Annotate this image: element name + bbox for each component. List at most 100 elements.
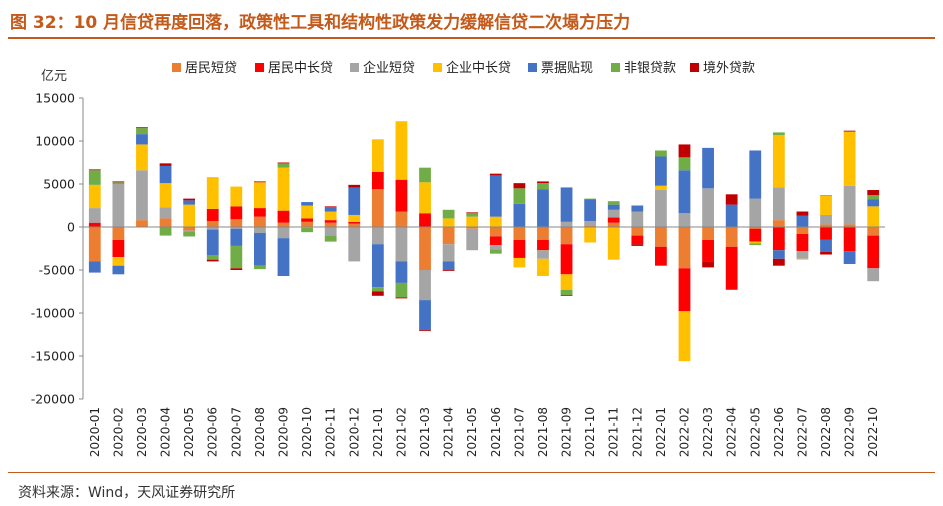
- bar-segment: [655, 227, 667, 247]
- bar-segment: [206, 177, 219, 209]
- bar-segment: [348, 221, 361, 224]
- bar-segment: [584, 227, 597, 243]
- bar-segment: [301, 221, 313, 227]
- bar-segment: [489, 245, 502, 250]
- bar-segment: [206, 229, 219, 256]
- bar-segment: [206, 259, 219, 262]
- bar-segment: [348, 227, 361, 262]
- bar-segment: [749, 243, 762, 246]
- bar-segment: [230, 268, 243, 270]
- legend-label: 票据贴现: [541, 61, 593, 76]
- bar-segment: [277, 227, 290, 239]
- bar-segment: [655, 190, 667, 227]
- bar-segment: [466, 212, 479, 214]
- bar-segment: [466, 227, 479, 229]
- bar-segment: [254, 182, 266, 209]
- bar-segment: [489, 173, 502, 176]
- bar-segment: [419, 167, 431, 183]
- bar-segment: [230, 245, 243, 269]
- bar-segment: [772, 132, 785, 135]
- x-tick-label: 2022-01: [654, 407, 668, 457]
- bar-segment: [489, 175, 502, 217]
- x-tick-label: 2021-08: [536, 407, 550, 457]
- bar-segment: [301, 218, 313, 222]
- bar-segment: [159, 163, 172, 166]
- legend-swatch: [433, 63, 442, 72]
- bar-segment: [112, 265, 125, 275]
- bar-segment: [537, 250, 549, 259]
- bar-segment: [867, 206, 880, 227]
- bar-segment: [820, 251, 832, 255]
- bar-segment: [820, 195, 832, 197]
- bar-segment: [867, 235, 880, 269]
- bar-segment: [796, 251, 809, 259]
- bar-segment: [489, 216, 502, 227]
- legend-swatch: [255, 63, 264, 72]
- bar-segment: [772, 250, 785, 259]
- bar-segment: [442, 270, 455, 271]
- bar-segment: [159, 183, 172, 208]
- x-tick-label: 2020-11: [324, 407, 338, 457]
- x-tick-label: 2020-12: [347, 407, 361, 457]
- bar-segment: [324, 227, 337, 236]
- bar-segment: [560, 227, 573, 245]
- bar-segment: [560, 289, 573, 295]
- bar-segment: [560, 274, 573, 290]
- bar-segment: [560, 294, 573, 296]
- bar-segment: [537, 183, 549, 190]
- x-tick-label: 2020-07: [229, 407, 243, 457]
- bar-segment: [772, 134, 785, 188]
- bar-segment: [607, 222, 620, 227]
- bar-segment: [607, 209, 620, 218]
- bar-segment: [607, 227, 620, 260]
- bar-segment: [277, 162, 290, 164]
- bar-segment: [419, 213, 431, 227]
- bar-segment: [466, 228, 479, 251]
- bar-segment: [254, 208, 266, 217]
- bar-segment: [324, 211, 337, 221]
- bar-segment: [796, 215, 809, 227]
- stacked-bar-chart: 居民短贷 居民中长贷 企业短贷 企业中长贷 票据贴现 非银贷款 境外贷款 亿元 150001…: [31, 60, 885, 457]
- bar-segment: [230, 219, 243, 227]
- x-tick-label: 2021-03: [418, 407, 432, 457]
- bar-segment: [631, 244, 644, 246]
- bar-segment: [537, 227, 549, 240]
- bar-segment: [867, 190, 880, 196]
- bar-segment: [395, 179, 408, 212]
- bar-segment: [419, 300, 431, 331]
- bar-segment: [442, 209, 455, 219]
- bar-segment: [442, 261, 455, 270]
- bar-segment: [655, 150, 667, 157]
- bar-segment: [230, 206, 243, 220]
- bar-segment: [678, 311, 691, 362]
- bar-segment: [136, 220, 148, 227]
- bar-segment: [820, 227, 832, 240]
- bar-segment: [678, 213, 691, 227]
- x-tick-label: 2021-02: [394, 407, 408, 457]
- legend-swatch: [172, 63, 181, 72]
- legend-label: 境外贷款: [703, 61, 755, 76]
- bar-segment: [159, 218, 172, 227]
- bar-segment: [395, 282, 408, 298]
- bar-segment: [702, 227, 714, 240]
- bar-segment: [419, 270, 431, 301]
- x-tick-label: 2021-11: [607, 407, 621, 457]
- bar-segment: [206, 255, 219, 260]
- x-tick-label: 2021-07: [512, 407, 526, 457]
- bar-segment: [631, 205, 644, 212]
- x-tick-label: 2020-05: [182, 407, 196, 457]
- bar-segment: [820, 239, 832, 252]
- legend-label: 企业中长贷: [446, 60, 511, 76]
- bar-segment: [419, 227, 431, 270]
- x-tick-label: 2021-10: [583, 407, 597, 457]
- bar-segment: [702, 188, 714, 227]
- bar-segment: [655, 156, 667, 186]
- x-tick-label: 2020-09: [277, 407, 291, 457]
- x-tick-label: 2022-03: [701, 407, 715, 457]
- x-tick-label: 2020-03: [135, 407, 149, 457]
- bar-segment: [371, 227, 384, 245]
- bar-segment: [230, 186, 243, 207]
- bar-segment: [772, 227, 785, 251]
- x-tick-label: 2022-09: [843, 407, 857, 457]
- bar-segment: [678, 170, 691, 214]
